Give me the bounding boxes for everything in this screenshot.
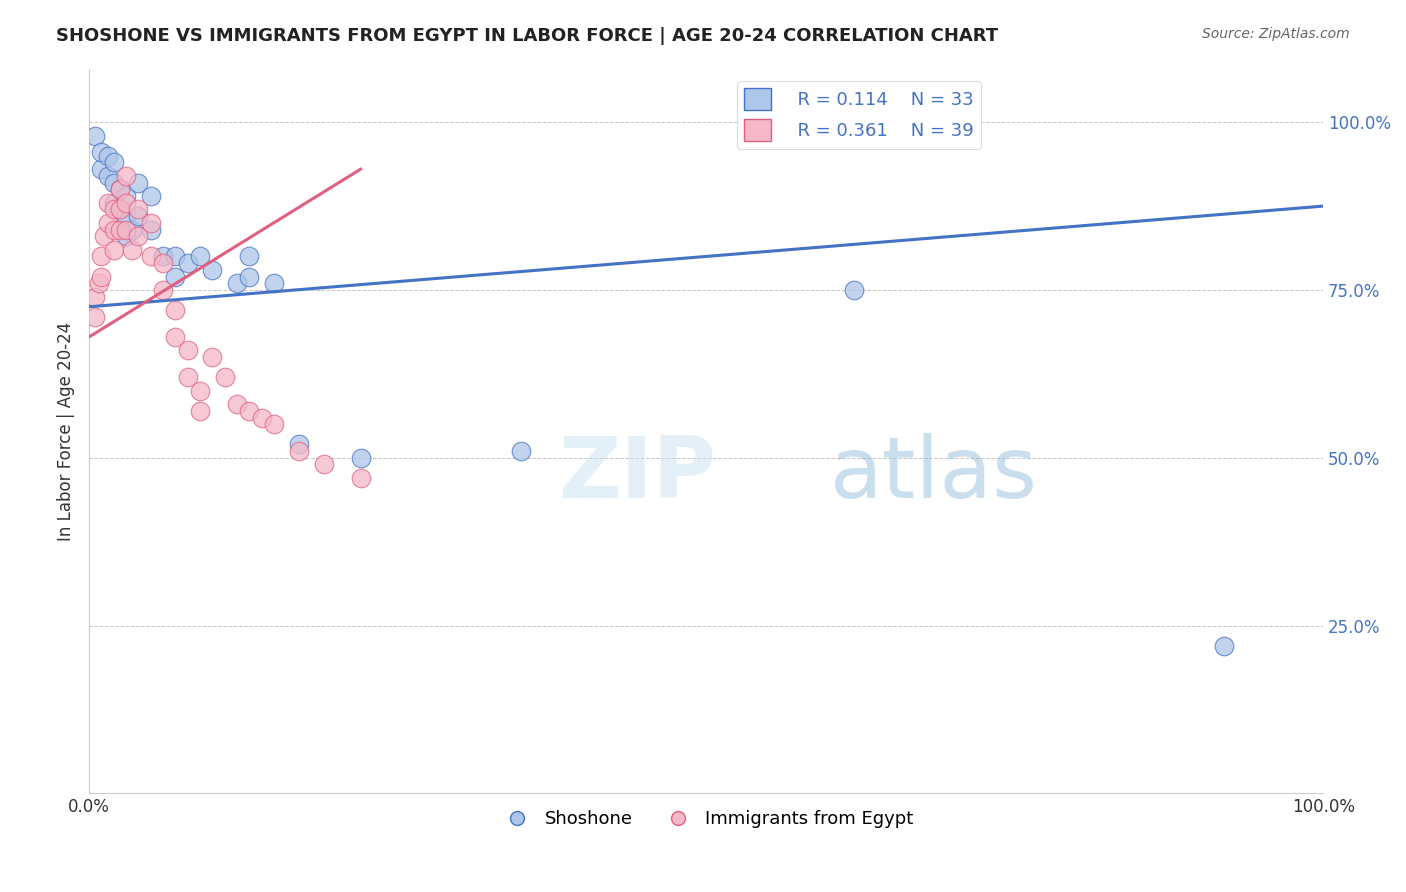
- Point: [103, 195, 125, 210]
- Point: [188, 384, 211, 398]
- Point: [188, 249, 211, 263]
- Point: [510, 444, 533, 458]
- Point: [139, 216, 162, 230]
- Text: ZIP: ZIP: [558, 433, 716, 516]
- Point: [177, 370, 200, 384]
- Legend: Shoshone, Immigrants from Egypt: Shoshone, Immigrants from Egypt: [492, 803, 920, 835]
- Point: [349, 450, 371, 465]
- Point: [226, 397, 249, 411]
- Point: [312, 458, 335, 472]
- Point: [263, 417, 285, 432]
- Point: [90, 145, 112, 160]
- Point: [288, 437, 311, 451]
- Point: [121, 222, 143, 236]
- Point: [84, 290, 107, 304]
- Point: [115, 195, 138, 210]
- Point: [108, 182, 131, 196]
- Point: [115, 169, 138, 183]
- Point: [103, 222, 125, 236]
- Text: SHOSHONE VS IMMIGRANTS FROM EGYPT IN LABOR FORCE | AGE 20-24 CORRELATION CHART: SHOSHONE VS IMMIGRANTS FROM EGYPT IN LAB…: [56, 27, 998, 45]
- Point: [97, 195, 120, 210]
- Point: [165, 330, 187, 344]
- Point: [115, 222, 138, 236]
- Point: [177, 343, 200, 358]
- Point: [115, 189, 138, 203]
- Point: [90, 249, 112, 263]
- Point: [103, 176, 125, 190]
- Point: [177, 256, 200, 270]
- Point: [93, 229, 115, 244]
- Point: [844, 283, 866, 297]
- Point: [127, 209, 149, 223]
- Point: [108, 202, 131, 217]
- Point: [152, 256, 174, 270]
- Point: [103, 202, 125, 217]
- Point: [288, 444, 311, 458]
- Point: [87, 277, 110, 291]
- Point: [238, 269, 260, 284]
- Point: [349, 471, 371, 485]
- Point: [127, 176, 149, 190]
- Text: atlas: atlas: [830, 433, 1038, 516]
- Point: [201, 350, 224, 364]
- Point: [108, 222, 131, 236]
- Point: [165, 249, 187, 263]
- Point: [250, 410, 273, 425]
- Point: [165, 269, 187, 284]
- Point: [165, 303, 187, 318]
- Point: [84, 310, 107, 324]
- Point: [90, 162, 112, 177]
- Point: [97, 169, 120, 183]
- Point: [108, 182, 131, 196]
- Point: [139, 222, 162, 236]
- Point: [127, 202, 149, 217]
- Point: [90, 269, 112, 284]
- Point: [226, 277, 249, 291]
- Point: [97, 216, 120, 230]
- Point: [1213, 639, 1236, 653]
- Point: [115, 229, 138, 244]
- Point: [103, 243, 125, 257]
- Point: [121, 243, 143, 257]
- Point: [103, 155, 125, 169]
- Point: [139, 249, 162, 263]
- Point: [214, 370, 236, 384]
- Point: [238, 249, 260, 263]
- Point: [238, 404, 260, 418]
- Point: [152, 283, 174, 297]
- Point: [263, 277, 285, 291]
- Point: [115, 209, 138, 223]
- Point: [139, 189, 162, 203]
- Text: Source: ZipAtlas.com: Source: ZipAtlas.com: [1202, 27, 1350, 41]
- Point: [152, 249, 174, 263]
- Point: [188, 404, 211, 418]
- Point: [127, 229, 149, 244]
- Y-axis label: In Labor Force | Age 20-24: In Labor Force | Age 20-24: [58, 321, 75, 541]
- Point: [201, 263, 224, 277]
- Point: [108, 202, 131, 217]
- Point: [84, 128, 107, 143]
- Point: [97, 149, 120, 163]
